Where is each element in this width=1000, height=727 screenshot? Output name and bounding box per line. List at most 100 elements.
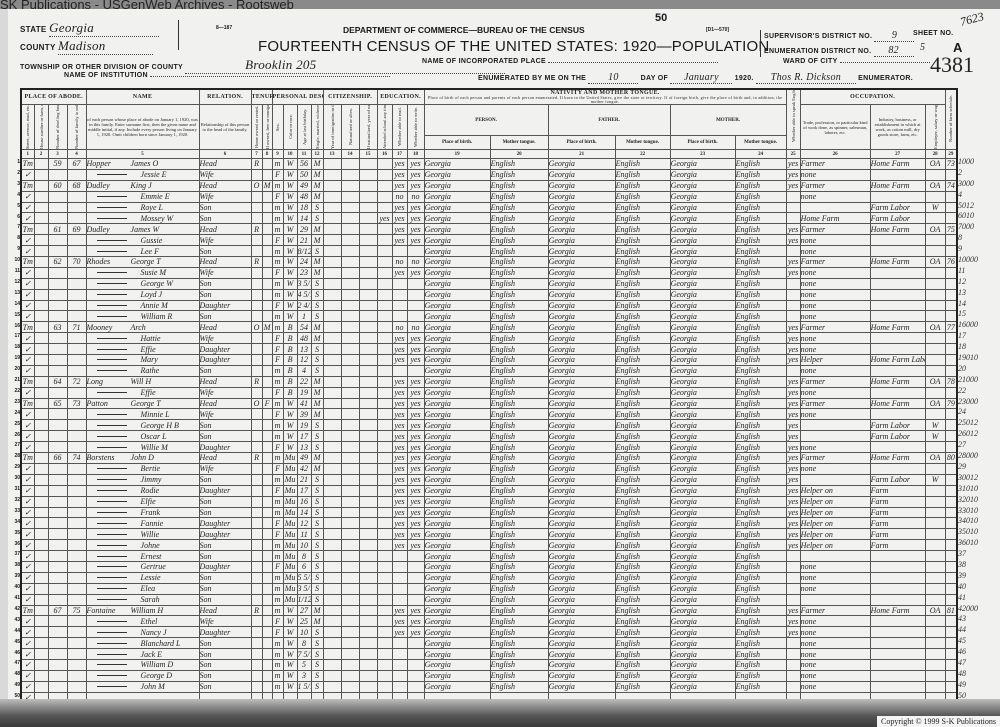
can-read-cell: yes — [391, 375, 408, 388]
attended-school-cell — [376, 604, 393, 617]
street-cell: ✓ — [20, 212, 35, 225]
home-tenure-cell — [250, 245, 263, 258]
can-write-cell — [406, 364, 425, 377]
county-value: Madison — [57, 38, 153, 55]
dwelling-number-cell — [47, 593, 68, 606]
occupation-cell: none — [799, 462, 871, 475]
employment-class-cell — [924, 517, 946, 530]
naturalization-year-cell — [358, 637, 378, 650]
naturalized-cell — [340, 582, 360, 595]
surname — [96, 435, 127, 437]
name-cell: Elea — [85, 582, 200, 595]
column-number: 19 — [423, 149, 491, 159]
dwelling-number-cell — [47, 637, 68, 650]
street-cell: ✓ — [20, 234, 35, 247]
can-write-cell — [406, 648, 425, 660]
industry-cell: Farm Labor — [869, 212, 926, 225]
occupation-cell: none — [799, 441, 871, 454]
col-desc-3: Number of dwelling house in order of vis… — [47, 104, 68, 150]
birthplace-cell: Georgia — [423, 245, 491, 258]
mother-birthplace-cell: Georgia — [669, 234, 736, 247]
mother-mother-tongue-cell: English — [734, 354, 787, 366]
margin-code: 18 — [958, 342, 966, 352]
father-tongue-cell: English — [614, 484, 671, 497]
occupation-cell — [799, 593, 871, 606]
home-tenure-cell — [250, 266, 263, 279]
age-cell: 17 — [296, 430, 312, 443]
margin-code: 15 — [958, 309, 966, 319]
dwelling-number-cell — [47, 364, 68, 377]
mother-tongue-cell: English — [489, 245, 549, 258]
father-birthplace-cell: Georgia — [547, 277, 616, 290]
employment-class-cell — [924, 234, 946, 247]
immigration-year-cell — [322, 550, 342, 562]
relation-cell: Head — [198, 223, 252, 236]
speaks-english-cell: yes — [785, 528, 801, 541]
employment-class-cell — [924, 354, 946, 366]
margin-code: 21000 — [958, 374, 978, 384]
sex-cell: m — [271, 495, 284, 508]
attended-school-cell — [376, 528, 393, 541]
home-tenure-cell: R — [250, 256, 263, 268]
immigration-year-cell — [322, 364, 342, 377]
name-cell: Hopper James O — [85, 158, 200, 170]
surname: Dudley — [86, 224, 110, 234]
given-name: Nancy J — [140, 627, 167, 637]
naturalization-year-cell — [358, 234, 378, 247]
father-tongue-cell: English — [614, 582, 671, 595]
occupation-cell: none — [799, 332, 871, 345]
industry-cell — [869, 582, 926, 595]
surname — [96, 533, 127, 535]
given-name: Jessie E — [140, 170, 167, 180]
column-number: 18 — [406, 149, 425, 159]
mother-tongue-cell: English — [489, 212, 549, 225]
margin-code: 3000 — [958, 178, 974, 188]
col-desc-15: If naturalized, year of naturalization. — [358, 104, 378, 150]
group-occupation: OCCUPATION. — [799, 88, 946, 105]
attended-school-cell — [376, 201, 393, 214]
mother-mother-tongue-cell: English — [734, 506, 787, 519]
immigration-year-cell — [322, 571, 342, 584]
mortgage-cell — [261, 419, 273, 432]
dwelling-number-cell — [47, 277, 68, 290]
name-cell: Jack E — [85, 648, 200, 660]
naturalized-cell — [340, 397, 360, 410]
father-birthplace-cell: Georgia — [547, 484, 616, 497]
street-cell: ✓ — [20, 266, 35, 279]
mother-birthplace-cell: Georgia — [669, 364, 736, 377]
can-write-cell: yes — [406, 506, 425, 519]
mother-birthplace-cell: Georgia — [669, 212, 736, 225]
speaks-english-cell: yes — [785, 234, 801, 247]
color-cell: W — [282, 441, 298, 454]
margin-code: 28000 — [958, 451, 978, 461]
naturalization-year-cell — [358, 179, 378, 192]
sex-cell: m — [271, 604, 284, 617]
speaks-english-cell: yes — [785, 343, 801, 356]
mortgage-cell — [261, 604, 273, 617]
can-write-cell: yes — [406, 179, 425, 192]
name-cell: Elfie — [85, 495, 200, 508]
line-number: 24 — [14, 409, 20, 416]
color-cell: B — [282, 364, 298, 377]
sex-cell: m — [271, 669, 284, 682]
relation-cell: Head — [198, 321, 252, 334]
home-tenure-cell: R — [250, 223, 263, 236]
mother-mother-tongue-cell: English — [734, 658, 787, 671]
surname — [96, 599, 127, 601]
margin-code: 29 — [958, 461, 966, 471]
mortgage-cell — [261, 408, 273, 421]
dwelling-number-cell — [47, 245, 68, 258]
occupation-cell: Farmer — [799, 375, 871, 388]
occupation-cell: Home Farm — [799, 212, 871, 225]
mother-tongue-cell: English — [489, 528, 549, 541]
industry-cell: Farm — [869, 484, 926, 497]
home-tenure-cell — [250, 190, 263, 203]
column-number: 26 — [799, 149, 871, 159]
margin-code: 4 — [958, 189, 962, 199]
dwelling-number-cell — [47, 430, 68, 443]
father-birthplace-cell: Georgia — [547, 604, 616, 617]
naturalized-cell — [340, 517, 360, 530]
relation-cell: Head — [198, 256, 252, 268]
line-number: 43 — [14, 616, 20, 623]
